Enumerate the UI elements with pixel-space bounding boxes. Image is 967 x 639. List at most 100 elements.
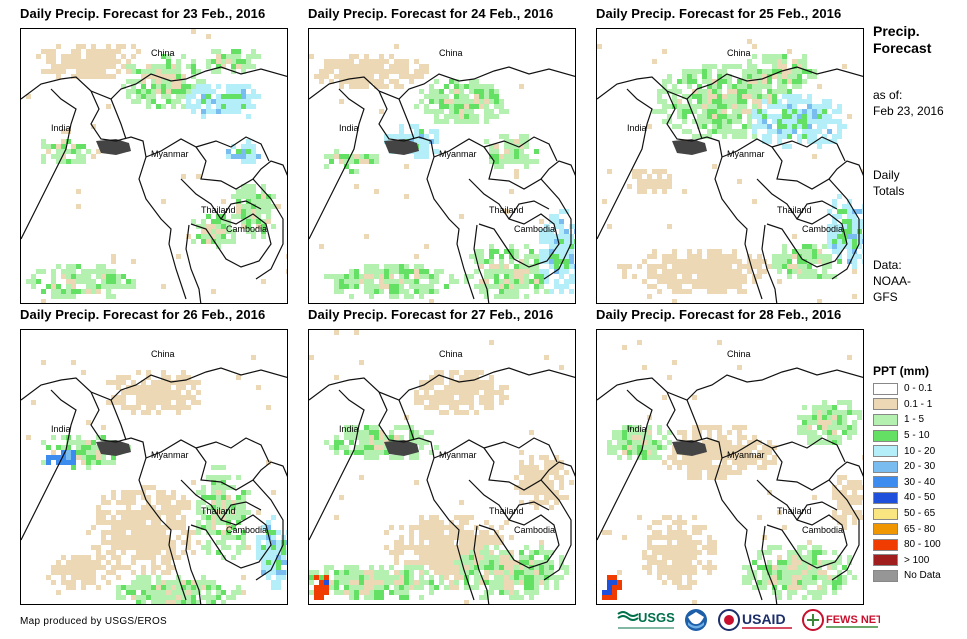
country-border xyxy=(433,439,575,491)
map-label-myanmar: Myanmar xyxy=(439,450,477,460)
legend-swatch xyxy=(873,460,898,473)
legend-item: 20 - 30 xyxy=(873,459,963,475)
country-border xyxy=(145,138,287,190)
legend-swatch xyxy=(873,554,898,567)
legend-label: 10 - 20 xyxy=(904,445,936,457)
as-of-date: Feb 23, 2016 xyxy=(873,103,944,119)
side-title: Precip. Forecast xyxy=(873,23,931,57)
period-label: Daily Totals xyxy=(873,167,904,199)
legend-label: 20 - 30 xyxy=(904,461,936,473)
country-border xyxy=(473,525,490,604)
map-label-cambodia: Cambodia xyxy=(514,525,555,535)
precip-map: China India Myanmar Thailand Cambodia xyxy=(596,329,864,605)
legend-label: > 100 xyxy=(904,554,930,566)
legend-swatch xyxy=(873,523,898,536)
map-label-myanmar: Myanmar xyxy=(727,450,765,460)
country-border xyxy=(473,224,490,303)
country-border xyxy=(771,136,846,162)
country-border xyxy=(597,367,863,401)
fewsnet-logo-icon: FEWS NET xyxy=(802,609,880,631)
map-label-thailand: Thailand xyxy=(201,205,236,215)
panel-title: Daily Precip. Forecast for 27 Feb., 2016 xyxy=(308,307,554,322)
country-border xyxy=(597,389,653,541)
legend-label: No Data xyxy=(904,570,941,582)
forecast-panel-3: Daily Precip. Forecast for 25 Feb., 2016… xyxy=(596,6,886,304)
map-label-china: China xyxy=(727,48,751,58)
map-label-india: India xyxy=(339,424,359,434)
country-border xyxy=(185,224,202,303)
legend-title: PPT (mm) xyxy=(873,364,930,378)
delta-region xyxy=(384,440,419,456)
map-label-china: China xyxy=(151,349,175,359)
country-border xyxy=(508,501,550,521)
map-label-india: India xyxy=(51,123,71,133)
precip-map-svg: China India Myanmar Thailand Cambodia xyxy=(21,349,287,604)
legend-item: 40 - 50 xyxy=(873,490,963,506)
usgs-logo-icon: USGS xyxy=(617,610,675,629)
legend-swatch xyxy=(873,382,898,395)
country-border xyxy=(21,389,77,541)
country-border xyxy=(796,200,838,220)
legend-label: 0.1 - 1 xyxy=(904,398,933,410)
legend-item: 0 - 0.1 xyxy=(873,381,963,397)
legend-swatch xyxy=(873,538,898,551)
forecast-panel-1: Daily Precip. Forecast for 23 Feb., 2016… xyxy=(20,6,310,304)
legend-swatch xyxy=(873,445,898,458)
country-border xyxy=(761,224,778,303)
delta-region xyxy=(384,139,419,155)
map-label-myanmar: Myanmar xyxy=(151,450,189,460)
country-border xyxy=(597,88,653,240)
legend-swatch xyxy=(873,429,898,442)
country-border xyxy=(220,501,262,521)
usgs-logo: USGS xyxy=(616,608,678,632)
noaa-logo-icon xyxy=(685,609,707,631)
map-label-china: China xyxy=(439,48,463,58)
precip-map-svg: China India Myanmar Thailand Cambodia xyxy=(309,330,575,604)
precip-map-svg: China India Myanmar Thailand Cambodia xyxy=(309,44,575,303)
legend-label: 1 - 5 xyxy=(904,414,925,426)
fewsnet-logo: FEWS NET xyxy=(802,608,880,632)
legend-swatch xyxy=(873,398,898,411)
country-border xyxy=(398,98,415,140)
country-border xyxy=(468,178,560,268)
delta-region xyxy=(672,440,707,456)
country-border xyxy=(195,136,270,162)
country-border xyxy=(828,479,860,581)
country-border xyxy=(220,200,262,220)
country-border xyxy=(398,399,415,441)
legend-item: No Data xyxy=(873,568,963,584)
as-of-date-text: Feb 23, 2016 xyxy=(873,104,944,118)
legend-label: 40 - 50 xyxy=(904,492,936,504)
legend-item: 5 - 10 xyxy=(873,428,963,444)
country-border xyxy=(483,437,558,463)
legend-item: > 100 xyxy=(873,553,963,569)
country-border xyxy=(195,437,270,463)
forecast-panel-5: Daily Precip. Forecast for 27 Feb., 2016… xyxy=(308,307,598,605)
map-credit: Map produced by USGS/EROS xyxy=(20,616,168,627)
map-label-china: China xyxy=(439,349,463,359)
delta-region xyxy=(96,440,131,456)
legend-label: 80 - 100 xyxy=(904,539,941,551)
country-border xyxy=(686,98,703,140)
legend-item: 0.1 - 1 xyxy=(873,397,963,413)
map-label-thailand: Thailand xyxy=(489,506,524,516)
country-border xyxy=(309,66,575,100)
legend-swatch xyxy=(873,413,898,426)
country-border xyxy=(21,88,77,240)
period-text: Daily Totals xyxy=(873,168,905,198)
map-label-thailand: Thailand xyxy=(489,205,524,215)
panel-title: Daily Precip. Forecast for 28 Feb., 2016 xyxy=(596,307,842,322)
precip-map-svg: China India Myanmar Thailand Cambodia xyxy=(597,340,863,604)
delta-region xyxy=(672,139,707,155)
precip-field xyxy=(26,29,287,303)
forecast-panel-4: Daily Precip. Forecast for 26 Feb., 2016… xyxy=(20,307,310,605)
legend: 0 - 0.1 0.1 - 1 1 - 5 5 - 10 10 - 20 20 - 30 3… xyxy=(873,381,963,584)
precip-field xyxy=(309,330,574,604)
map-label-thailand: Thailand xyxy=(777,506,812,516)
country-border xyxy=(540,178,572,280)
map-label-china: China xyxy=(151,48,175,58)
legend-label: 0 - 0.1 xyxy=(904,383,933,395)
precip-map: China India Myanmar Thailand Cambodia xyxy=(308,28,576,304)
country-border xyxy=(309,367,575,401)
legend-swatch xyxy=(873,507,898,520)
